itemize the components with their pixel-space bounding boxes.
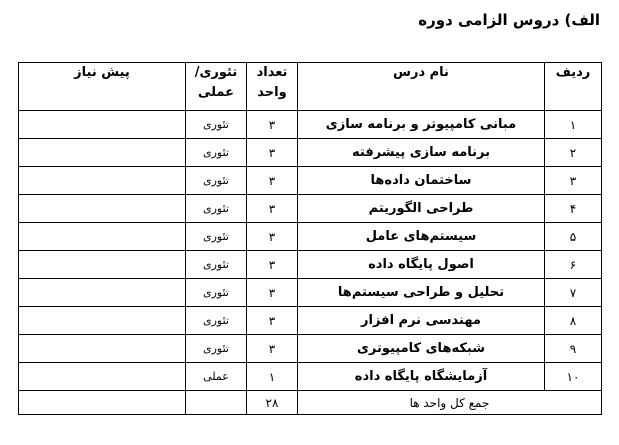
course-name-cell: مهندسی نرم افزار <box>297 306 545 335</box>
course-type-cell: عملی <box>185 362 247 391</box>
total-prereq-cell <box>18 390 186 415</box>
row-number-cell: ۵ <box>544 222 602 251</box>
units-count-cell: ۳ <box>246 278 298 307</box>
course-type-cell: تئوری <box>185 334 247 363</box>
row-number-cell: ۱۰ <box>544 362 602 391</box>
table-row: ۲ برنامه سازی پیشرفته ۳ تئوری <box>18 138 602 167</box>
prerequisite-cell <box>18 250 186 279</box>
prerequisite-cell <box>18 194 186 223</box>
table-row: ۱ مبانی کامپیوتر و برنامه سازی ۳ تئوری <box>18 110 602 139</box>
col-header-theory-practical: تئوری/ عملی <box>185 62 247 111</box>
course-type-cell: تئوری <box>185 278 247 307</box>
course-type-cell: تئوری <box>185 250 247 279</box>
total-units: ۲۸ <box>246 390 298 415</box>
col-header-units: تعداد واحد <box>246 62 298 111</box>
prerequisite-cell <box>18 110 186 139</box>
course-type-cell: تئوری <box>185 110 247 139</box>
prerequisite-cell <box>18 138 186 167</box>
table-row: ۴ طراحی الگوریتم ۳ تئوری <box>18 194 602 223</box>
col-header-prerequisite: پیش نیاز <box>18 62 186 111</box>
course-type-cell: تئوری <box>185 306 247 335</box>
table-row: ۸ مهندسی نرم افزار ۳ تئوری <box>18 306 602 335</box>
table-row: ۱۰ آزمایشگاه پایگاه داده ۱ عملی <box>18 362 602 391</box>
course-name-cell: برنامه سازی پیشرفته <box>297 138 545 167</box>
row-number-cell: ۹ <box>544 334 602 363</box>
units-count-cell: ۳ <box>246 110 298 139</box>
table-row: ۷ تحلیل و طراحی سیستم‌ها ۳ تئوری <box>18 278 602 307</box>
row-number-cell: ۸ <box>544 306 602 335</box>
course-name-cell: اصول پایگاه داده <box>297 250 545 279</box>
course-name-cell: شبکه‌های کامپیوتری <box>297 334 545 363</box>
course-name-cell: طراحی الگوریتم <box>297 194 545 223</box>
course-type-cell: تئوری <box>185 194 247 223</box>
prerequisite-cell <box>18 278 186 307</box>
row-number-cell: ۴ <box>544 194 602 223</box>
col-header-row-number: ردیف <box>544 62 602 111</box>
course-name-cell: تحلیل و طراحی سیستم‌ها <box>297 278 545 307</box>
units-count-cell: ۳ <box>246 138 298 167</box>
table-body: ۱ مبانی کامپیوتر و برنامه سازی ۳ تئوری ۲ برنا… <box>18 110 602 391</box>
units-count-cell: ۳ <box>246 250 298 279</box>
courses-table: ردیف نام درس تعداد واحد تئوری/ عملی پیش … <box>18 62 602 415</box>
header-row: ردیف نام درس تعداد واحد تئوری/ عملی پیش … <box>18 62 602 111</box>
total-row: جمع کل واحد ها ۲۸ <box>18 390 602 415</box>
row-number-cell: ۳ <box>544 166 602 195</box>
course-name-cell: سیستم‌های عامل <box>297 222 545 251</box>
units-count-cell: ۳ <box>246 166 298 195</box>
row-number-cell: ۱ <box>544 110 602 139</box>
units-count-cell: ۱ <box>246 362 298 391</box>
row-number-cell: ۲ <box>544 138 602 167</box>
page-title: الف) دروس الزامی دوره <box>418 11 600 29</box>
table-row: ۳ ساختمان داده‌ها ۳ تئوری <box>18 166 602 195</box>
units-count-cell: ۳ <box>246 306 298 335</box>
prerequisite-cell <box>18 362 186 391</box>
total-label: جمع کل واحد ها <box>297 390 602 415</box>
table-row: ۹ شبکه‌های کامپیوتری ۳ تئوری <box>18 334 602 363</box>
row-number-cell: ۷ <box>544 278 602 307</box>
course-type-cell: تئوری <box>185 166 247 195</box>
prerequisite-cell <box>18 166 186 195</box>
col-header-course-name: نام درس <box>297 62 545 111</box>
units-count-cell: ۳ <box>246 194 298 223</box>
prerequisite-cell <box>18 306 186 335</box>
table-row: ۶ اصول پایگاه داده ۳ تئوری <box>18 250 602 279</box>
course-type-cell: تئوری <box>185 222 247 251</box>
course-name-cell: ساختمان داده‌ها <box>297 166 545 195</box>
row-number-cell: ۶ <box>544 250 602 279</box>
course-type-cell: تئوری <box>185 138 247 167</box>
prerequisite-cell <box>18 334 186 363</box>
course-name-cell: مبانی کامپیوتر و برنامه سازی <box>297 110 545 139</box>
prerequisite-cell <box>18 222 186 251</box>
units-count-cell: ۳ <box>246 222 298 251</box>
table-row: ۵ سیستم‌های عامل ۳ تئوری <box>18 222 602 251</box>
course-name-cell: آزمایشگاه پایگاه داده <box>297 362 545 391</box>
total-type-cell <box>185 390 247 415</box>
units-count-cell: ۳ <box>246 334 298 363</box>
